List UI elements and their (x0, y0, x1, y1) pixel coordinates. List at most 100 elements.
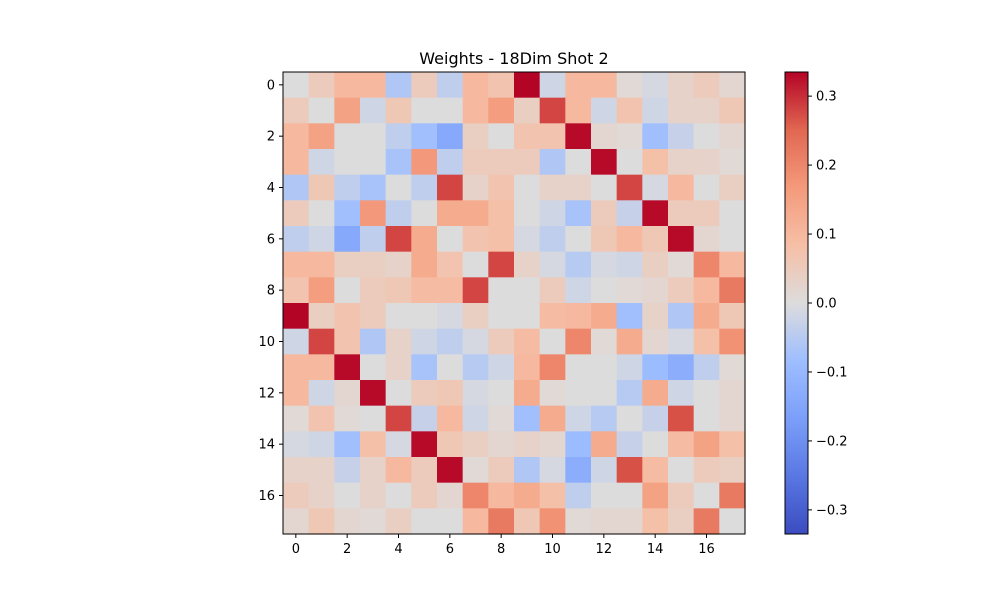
heatmap-cell (462, 251, 489, 278)
heatmap-cell (308, 277, 335, 304)
heatmap-cell (385, 431, 412, 458)
heatmap-cell (488, 303, 515, 330)
heatmap-cell (514, 482, 541, 509)
heatmap-cell (385, 149, 412, 176)
heatmap-cell (488, 328, 515, 355)
heatmap-cell (385, 97, 412, 124)
heatmap-cell (539, 72, 566, 99)
heatmap-cell (539, 354, 566, 381)
heatmap-cell (385, 72, 412, 99)
heatmap-cell (437, 200, 464, 227)
y-tick-label: 2 (267, 130, 275, 145)
heatmap-cell (437, 431, 464, 458)
heatmap-cell (488, 457, 515, 484)
colorbar-axis: 0.3 0.2 0.1 0.0 −0.1 −0.2 −0.3 (808, 90, 848, 518)
x-tick-label: 6 (446, 542, 454, 557)
heatmap-cell (591, 457, 618, 484)
colorbar (784, 71, 809, 535)
heatmap-cell (668, 200, 695, 227)
colorbar-tick-label: 0.2 (816, 159, 837, 174)
heatmap-cell (514, 303, 541, 330)
heatmap-cell (385, 226, 412, 253)
heatmap-cell (693, 72, 720, 99)
heatmap-cell (642, 431, 669, 458)
heatmap-cell (334, 354, 361, 381)
heatmap-cell (668, 277, 695, 304)
heatmap-cell (668, 149, 695, 176)
heatmap-cell (668, 97, 695, 124)
heatmap-cell (385, 457, 412, 484)
heatmap-cell (514, 226, 541, 253)
x-tick-label: 2 (343, 542, 351, 557)
heatmap-cell (385, 123, 412, 150)
heatmap-cell (514, 97, 541, 124)
heatmap-cell (616, 251, 643, 278)
heatmap-cell (719, 226, 746, 253)
colorbar-tick-label: 0.1 (816, 228, 837, 243)
heatmap-cell (642, 405, 669, 432)
heatmap-cell (591, 174, 618, 201)
heatmap-cell (488, 508, 515, 535)
heatmap-cell (488, 123, 515, 150)
heatmap-cell (334, 457, 361, 484)
heatmap-cell (283, 123, 310, 150)
heatmap-cell (514, 508, 541, 535)
heatmap-cell (616, 328, 643, 355)
x-tick-label: 12 (596, 542, 613, 557)
heatmap-cell (616, 97, 643, 124)
y-tick-label: 0 (267, 78, 275, 93)
colorbar-tick-label: 0.0 (816, 297, 837, 312)
heatmap-cell (462, 482, 489, 509)
heatmap-cell (462, 97, 489, 124)
y-tick-label: 4 (267, 181, 275, 196)
heatmap-cell (591, 482, 618, 509)
heatmap-cell (411, 200, 438, 227)
heatmap-cell (334, 174, 361, 201)
heatmap-cell (668, 354, 695, 381)
heatmap-cell (642, 97, 669, 124)
heatmap-cell (283, 508, 310, 535)
heatmap-cell (693, 174, 720, 201)
heatmap-cell (334, 251, 361, 278)
heatmap-cell (668, 303, 695, 330)
heatmap-cell (411, 380, 438, 407)
heatmap-cell (360, 354, 387, 381)
heatmap-cell (539, 174, 566, 201)
heatmap-cell (334, 200, 361, 227)
heatmap-cell (437, 97, 464, 124)
heatmap-cell (360, 123, 387, 150)
heatmap-cell (411, 174, 438, 201)
x-tick-label: 10 (544, 542, 561, 557)
heatmap-cell (642, 303, 669, 330)
heatmap-cell (308, 431, 335, 458)
heatmap-cell (437, 457, 464, 484)
heatmap-cell (283, 431, 310, 458)
heatmap-cell (411, 226, 438, 253)
heatmap-cell (693, 303, 720, 330)
heatmap-cell (360, 200, 387, 227)
heatmap-cell (437, 328, 464, 355)
heatmap-cell (308, 303, 335, 330)
heatmap-cell (514, 200, 541, 227)
heatmap-cell (360, 431, 387, 458)
heatmap-cell (462, 354, 489, 381)
heatmap-cell (565, 200, 592, 227)
heatmap-cell (360, 380, 387, 407)
heatmap-cell (514, 457, 541, 484)
heatmap-cell (488, 97, 515, 124)
heatmap-cell (719, 123, 746, 150)
heatmap-cell (668, 226, 695, 253)
heatmap-cell (539, 508, 566, 535)
heatmap-cell (591, 226, 618, 253)
heatmap-cell (668, 251, 695, 278)
heatmap-cell (668, 72, 695, 99)
heatmap-cell (565, 97, 592, 124)
heatmap-cell (462, 174, 489, 201)
heatmap-cell (462, 328, 489, 355)
heatmap-cell (591, 508, 618, 535)
heatmap-cell (437, 72, 464, 99)
heatmap-cell (308, 380, 335, 407)
colorbar-tick-label: −0.1 (816, 365, 848, 380)
heatmap-cell (591, 97, 618, 124)
heatmap-cell (360, 457, 387, 484)
